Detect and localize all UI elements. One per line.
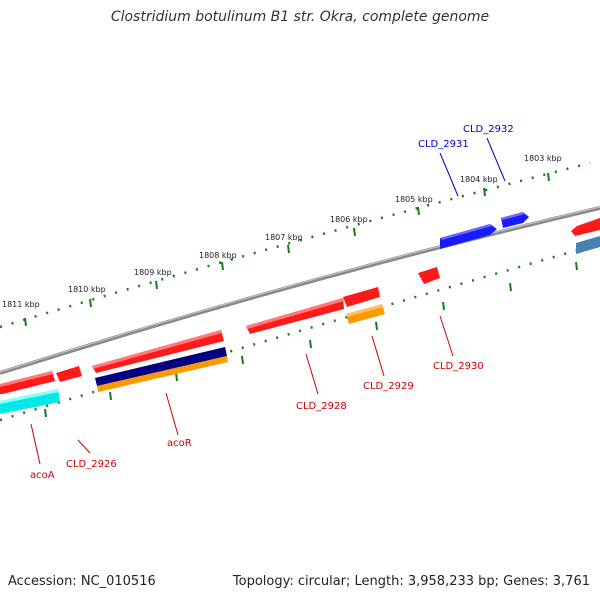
gene-label-acoa: acoA: [30, 470, 55, 481]
gene-acor-top: [92, 330, 222, 369]
accession-text: Accession: NC_010516: [8, 574, 156, 589]
gene-acoa-cyan-top: [0, 389, 59, 404]
gene-acoa-cyan[interactable]: [0, 389, 60, 414]
genome-backbone-highlight: [0, 206, 600, 373]
leader-cld-2929: [371, 335, 385, 377]
gene-acor-navy[interactable]: [95, 347, 227, 386]
inner-ruler-major-ticks: [44, 261, 578, 418]
ruler-label-1807: 1807 kbp: [265, 233, 303, 242]
gene-cld-2932[interactable]: [501, 212, 529, 228]
ruler-label-1804: 1804 kbp: [460, 175, 498, 184]
gene-acoa-top: [0, 371, 53, 387]
gene-right-edge-red[interactable]: [571, 218, 600, 236]
gene-cld-2930[interactable]: [418, 267, 440, 284]
genome-backbone: [0, 206, 600, 375]
gene-cld-2929[interactable]: [343, 287, 380, 307]
gene-cld-2926[interactable]: [56, 366, 82, 382]
leader-acor: [165, 392, 179, 436]
gene-cld-2931[interactable]: [440, 224, 497, 249]
outer-ruler-major-ticks: [24, 172, 550, 327]
ruler-label-1803: 1803 kbp: [524, 154, 562, 163]
leader-cld-2928: [305, 353, 319, 395]
outer-ruler: [0, 161, 591, 329]
gene-cld-2931-top: [440, 224, 492, 240]
map-title: Clostridium botulinum B1 str. Okra, comp…: [110, 9, 490, 25]
ruler-label-1805: 1805 kbp: [395, 195, 433, 204]
gene-cld-2932-top: [501, 212, 525, 220]
gene-label-cld-2932: CLD_2932: [463, 124, 514, 135]
gene-label-cld-2928: CLD_2928: [296, 401, 347, 412]
genome-summary-text: Topology: circular; Length: 3,958,233 bp…: [232, 574, 590, 589]
reverse-strand-genes: [0, 267, 440, 394]
ruler-label-1811: 1811 kbp: [2, 300, 40, 309]
gene-acor-orange[interactable]: [97, 356, 228, 392]
gene-cld-2928-top: [246, 298, 344, 329]
gene-label-cld-2930: CLD_2930: [433, 361, 484, 372]
reverse-strand-genes-row2: [0, 236, 600, 414]
gene-labels: acoA CLD_2926 acoR CLD_2928 CLD_2929 CLD…: [30, 124, 514, 481]
leader-cld-2931: [439, 152, 459, 197]
forward-strand-genes: [440, 212, 600, 249]
gene-cld-2929-orange-top: [346, 304, 383, 317]
gene-label-cld-2926: CLD_2926: [66, 459, 117, 470]
ruler-label-1810: 1810 kbp: [68, 285, 106, 294]
ruler-label-1806: 1806 kbp: [330, 215, 368, 224]
leader-lines: [30, 137, 506, 465]
ruler-label-1809: 1809 kbp: [134, 268, 172, 277]
ruler-labels: 1811 kbp 1810 kbp 1809 kbp 1808 kbp 1807…: [2, 154, 562, 309]
leader-cld-2932: [486, 137, 506, 182]
gene-label-cld-2929: CLD_2929: [363, 381, 414, 392]
gene-right-edge-steel[interactable]: [576, 236, 600, 254]
gene-label-cld-2931: CLD_2931: [418, 139, 469, 150]
leader-cld-2930: [439, 315, 454, 357]
leader-acoa: [30, 423, 41, 465]
inner-ruler: [0, 246, 586, 422]
ruler-label-1808: 1808 kbp: [199, 251, 237, 260]
gene-label-acor: acoR: [167, 438, 192, 449]
leader-cld-2926: [77, 439, 91, 454]
